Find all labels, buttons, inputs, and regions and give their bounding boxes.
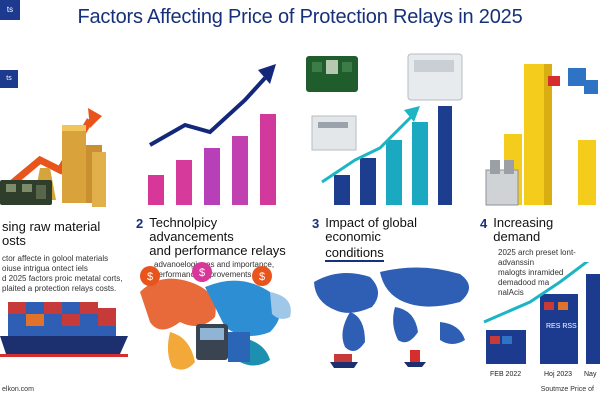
footer-right: Soutmze Price of [540,386,594,393]
relay-module-small [311,115,357,151]
section-4-title-line1: Increasing demand [493,215,554,244]
section-4-number: 4 [480,216,488,231]
section-raw-material: sing raw material osts ctor affecte in g… [2,220,130,294]
dollar-marker-text: $ [199,267,205,279]
section-1-title-line1: sing raw material [2,219,101,234]
page-title: Factors Affecting Price of Protection Re… [77,6,523,28]
world-map-left [140,278,291,370]
dollar-marker-icon [252,266,272,286]
dollar-marker-text: $ [147,271,153,283]
section-4-desc-line: nalAcis [498,288,524,297]
section-1-desc-line: ctor affecte in golool materials [2,254,109,263]
corner-tag-top: ts [0,0,20,20]
arrow-head-teal [404,106,420,122]
section-1-desc-line: d 2025 factors proic metatal corts, [2,274,123,283]
rising-arrow-teal-small [483,262,590,324]
section-3-title-line2: conditions [325,245,384,262]
bar-label: Nay [584,371,597,378]
dollar-marker-icon [192,262,212,282]
section-2-desc-line: advanoelogiones and importance, [154,260,275,269]
section-4-desc-line: 2025 arch preset lont-advanssin [498,248,576,267]
container-bars [483,262,600,364]
bar-inner-label: RES RSS [546,323,577,330]
bottom-illustrations: $ $ $ RES RSS FEB 2022 Hoj 2023 Nay [0,262,600,378]
raw-material-illustration [0,108,106,207]
section-global-economy: 3 Impact of global economic conditions [312,216,472,262]
section-4-desc-line: malogts inramided demadood ma [498,268,564,287]
bar-yellow-right [578,140,596,205]
cargo-ship-illustration [0,302,128,357]
ship-small-icon [410,350,420,362]
section-1-desc-line: oiuse intrigua ontect iels [2,264,88,273]
section-2-number: 2 [136,216,144,231]
footer-left: elkon.com [2,386,34,393]
technology-illustration [148,64,276,205]
relay-device-blue [228,332,250,362]
bar-yellow-tall [524,64,544,205]
rising-arrow-teal [321,114,414,184]
arrow-head-orange [88,108,102,128]
section-1-title-line2: osts [2,233,26,248]
corner-tag-side: ts [0,70,18,88]
ship-small-icon [334,354,352,362]
section-2-title-line2: and performance relays [149,243,286,258]
section-1-desc-line: plaited a protection relays costs. [2,284,117,293]
bar-label: Hoj 2023 [544,371,572,378]
dollar-markers: $ $ $ [140,262,272,286]
dollar-marker-icon [140,266,160,286]
demand-illustration [485,64,598,206]
rising-arrow-navy [149,76,267,147]
section-2-title-line1: Technolpicy advancements [149,215,234,244]
section-3-number: 3 [312,216,320,231]
section-demand: 4 Increasing demand 2025 arch preset lon… [480,216,600,298]
global-economy-illustration [306,53,463,205]
section-3-title-line1: Impact of global economic [325,215,418,244]
relay-device-grey [485,169,519,206]
relay-cube-blue [568,68,586,86]
bar-label: FEB 2022 [490,371,521,378]
world-map-blue [314,267,469,351]
ship-hull [0,336,128,354]
dollar-marker-text: $ [259,271,265,283]
arrow-head-navy [258,64,276,84]
top-illustrations [0,53,598,207]
